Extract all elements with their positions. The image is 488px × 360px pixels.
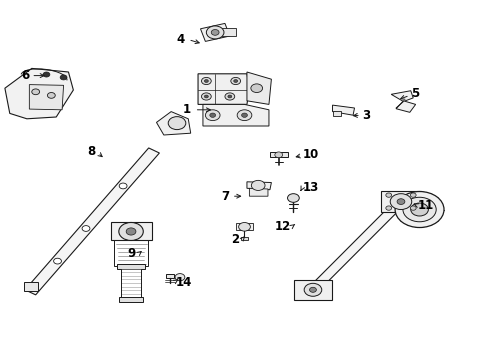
Polygon shape bbox=[198, 74, 249, 104]
Circle shape bbox=[224, 93, 234, 100]
Circle shape bbox=[251, 180, 264, 190]
Circle shape bbox=[241, 113, 247, 117]
Circle shape bbox=[119, 222, 143, 240]
Circle shape bbox=[394, 192, 443, 228]
Circle shape bbox=[304, 283, 321, 296]
Circle shape bbox=[82, 226, 90, 231]
Circle shape bbox=[204, 80, 208, 82]
Text: 10: 10 bbox=[303, 148, 319, 161]
Polygon shape bbox=[24, 282, 38, 291]
Circle shape bbox=[233, 80, 237, 82]
Circle shape bbox=[126, 228, 136, 235]
Circle shape bbox=[410, 203, 427, 216]
Text: 8: 8 bbox=[87, 145, 95, 158]
Polygon shape bbox=[200, 23, 229, 41]
Text: 6: 6 bbox=[21, 69, 29, 82]
Polygon shape bbox=[235, 223, 253, 230]
Polygon shape bbox=[269, 152, 287, 157]
Polygon shape bbox=[249, 188, 267, 196]
Text: 3: 3 bbox=[361, 109, 369, 122]
Circle shape bbox=[238, 222, 250, 231]
Polygon shape bbox=[332, 105, 354, 115]
Polygon shape bbox=[117, 264, 144, 269]
Circle shape bbox=[60, 75, 67, 80]
Circle shape bbox=[205, 110, 220, 121]
Polygon shape bbox=[5, 68, 73, 119]
Circle shape bbox=[227, 95, 231, 98]
Circle shape bbox=[43, 72, 50, 77]
Polygon shape bbox=[156, 112, 190, 135]
Circle shape bbox=[409, 206, 415, 210]
Circle shape bbox=[54, 258, 61, 264]
Polygon shape bbox=[246, 72, 271, 104]
Text: 9: 9 bbox=[127, 247, 136, 260]
Polygon shape bbox=[246, 182, 271, 190]
Polygon shape bbox=[381, 191, 420, 212]
Circle shape bbox=[274, 152, 282, 158]
Circle shape bbox=[385, 193, 391, 197]
Polygon shape bbox=[395, 101, 415, 112]
Circle shape bbox=[119, 183, 127, 189]
Polygon shape bbox=[308, 199, 405, 292]
Text: 13: 13 bbox=[303, 181, 319, 194]
Circle shape bbox=[32, 89, 40, 95]
Polygon shape bbox=[110, 222, 151, 240]
Circle shape bbox=[389, 194, 411, 210]
Text: 14: 14 bbox=[176, 276, 192, 289]
Circle shape bbox=[309, 287, 316, 292]
Text: 4: 4 bbox=[176, 33, 184, 46]
Text: 5: 5 bbox=[410, 87, 418, 100]
Circle shape bbox=[237, 110, 251, 121]
Circle shape bbox=[402, 197, 435, 222]
Polygon shape bbox=[240, 237, 248, 240]
Text: 1: 1 bbox=[182, 103, 190, 116]
Polygon shape bbox=[166, 274, 174, 278]
Circle shape bbox=[168, 117, 185, 130]
Polygon shape bbox=[119, 297, 143, 302]
Text: 2: 2 bbox=[231, 233, 239, 246]
Circle shape bbox=[201, 93, 211, 100]
Text: 7: 7 bbox=[221, 190, 229, 203]
Circle shape bbox=[287, 194, 299, 202]
Text: 11: 11 bbox=[417, 199, 433, 212]
Polygon shape bbox=[25, 148, 159, 295]
Circle shape bbox=[409, 193, 415, 197]
Polygon shape bbox=[29, 85, 63, 110]
Text: 12: 12 bbox=[274, 220, 290, 233]
Polygon shape bbox=[203, 104, 268, 126]
Circle shape bbox=[211, 30, 219, 35]
Circle shape bbox=[396, 199, 404, 204]
Polygon shape bbox=[390, 91, 412, 102]
Circle shape bbox=[250, 84, 262, 93]
Circle shape bbox=[206, 26, 224, 39]
Circle shape bbox=[175, 274, 184, 281]
Circle shape bbox=[204, 95, 208, 98]
Circle shape bbox=[201, 77, 211, 85]
Polygon shape bbox=[222, 28, 236, 36]
Polygon shape bbox=[294, 280, 331, 300]
Circle shape bbox=[47, 93, 55, 98]
Polygon shape bbox=[332, 111, 341, 116]
Circle shape bbox=[230, 77, 240, 85]
Circle shape bbox=[385, 206, 391, 210]
Circle shape bbox=[209, 113, 215, 117]
